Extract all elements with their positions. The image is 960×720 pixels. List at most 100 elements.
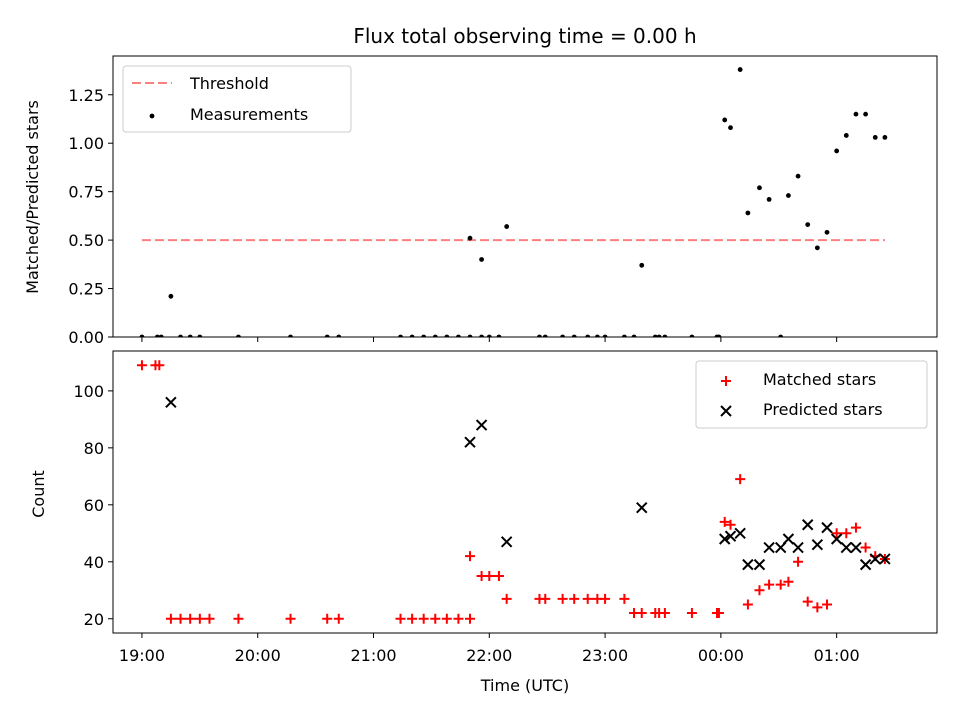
top-y-tick-label: 1.00 [68,134,104,153]
measurement-point [824,229,830,235]
matched-star-point [493,571,504,582]
measurement-point [542,334,548,337]
matched-star-point [557,593,568,604]
measurement-point [689,334,695,337]
measurement-point [594,334,600,337]
bottom-y-axis-label: Count [29,470,48,518]
matched-star-point [783,576,794,587]
bottom-plot-area: 20 40 60 80 100 19:00 20:00 21:00 22:00 23:00 00:0… [73,350,938,665]
top-y-tick-label: 0.75 [68,183,104,202]
x-tick-label: 00:00 [698,646,744,665]
x-tick-label: 23:00 [582,646,628,665]
matched-star-point [175,613,186,624]
predicted-star-point [753,558,766,571]
measurement-point [236,334,241,337]
measurement-point [602,334,608,337]
measurement-point [639,262,645,268]
measurement-point [432,334,438,337]
measurement-point [571,334,577,337]
predicted-star-point [801,519,814,531]
top-y-tick-label: 0.25 [68,280,104,299]
predicted-star-point [165,396,177,408]
measurement-point [154,334,160,337]
predicted-star-point [742,558,754,571]
matched-star-point [322,613,333,624]
measurement-point [656,334,662,337]
matched-star-point [154,360,165,371]
matched-star-point [754,585,765,596]
matched-star-point [831,528,842,539]
predicted-star-point [859,558,872,571]
matched-star-point [333,613,344,624]
predicted-star-point [821,521,833,534]
matched-star-point [619,593,630,604]
top-plot-area: 0.00 0.25 0.50 0.75 1.00 1.25 [68,55,938,347]
matched-star-point [441,613,452,624]
predicted-star-point [500,536,513,548]
bottom-y-tick-label: 40 [84,553,104,572]
predicted-star-point [464,436,476,448]
top-y-tick-label: 1.25 [68,86,104,105]
measurement-point [795,173,801,179]
matched-star-point [194,613,205,624]
matched-star-point [233,613,244,624]
top-axes-frame [112,55,938,338]
top-legend-box [122,65,352,133]
matched-star-point [860,542,871,553]
measurement-point [168,293,174,299]
measurement-point [398,334,403,337]
measurement-point [288,334,293,337]
measurement-point [479,257,484,262]
predicted-star-point [869,553,881,565]
matched-stars-legend-label: Matched stars [763,370,876,389]
matched-star-point [764,579,775,590]
measurement-point [467,235,473,241]
x-axis-label: Time (UTC) [480,676,569,695]
matched-star-point [686,608,697,619]
matched-stars-legend-swatch [721,376,731,386]
bottom-axes-frame [112,350,938,634]
measurement-point [853,111,859,117]
measurement-point [872,134,878,140]
matched-star-point [569,593,580,604]
matched-star-point [775,579,786,590]
matched-star-point [793,556,804,567]
matched-star-point [841,528,852,539]
x-tick-label: 20:00 [235,646,281,665]
measurement-point [324,334,330,337]
x-tick-label: 19:00 [119,646,165,665]
matched-star-point [850,522,861,533]
predicted-star-point [811,538,824,551]
matched-star-point [802,596,813,607]
measurements-legend-label: Measurements [190,105,308,124]
bottom-y-tick-label: 60 [84,496,104,515]
measurement-point [467,334,473,337]
predicted-star-point [719,533,731,545]
predicted-stars-legend-label: Predicted stars [763,400,883,419]
matched-star-point [204,613,215,624]
measurement-point [158,334,164,337]
matched-star-point [395,613,406,624]
measurement-point [745,210,751,216]
measurement-point [814,245,820,251]
measurement-point [737,67,743,72]
top-y-tick-label: 0.00 [68,328,104,347]
measurement-point [863,111,868,117]
x-tick-label: 22:00 [466,646,512,665]
measurement-point [757,185,762,191]
matched-star-point [418,613,429,624]
bottom-y-tick-label: 20 [84,610,104,629]
measurements-legend-swatch [149,113,155,119]
predicted-star-point [840,541,853,554]
matched-star-point [185,613,196,624]
measurement-point [834,148,840,154]
measurement-point [652,334,658,337]
predicted-star-point [724,530,737,542]
bottom-legend: Matched stars Predicted stars [695,360,928,429]
matched-star-point [430,613,441,624]
matched-star-point [719,516,730,527]
matched-star-point [465,551,476,562]
predicted-stars-legend-swatch [720,405,732,417]
measurement-point [766,197,772,202]
measurement-point [722,117,728,123]
